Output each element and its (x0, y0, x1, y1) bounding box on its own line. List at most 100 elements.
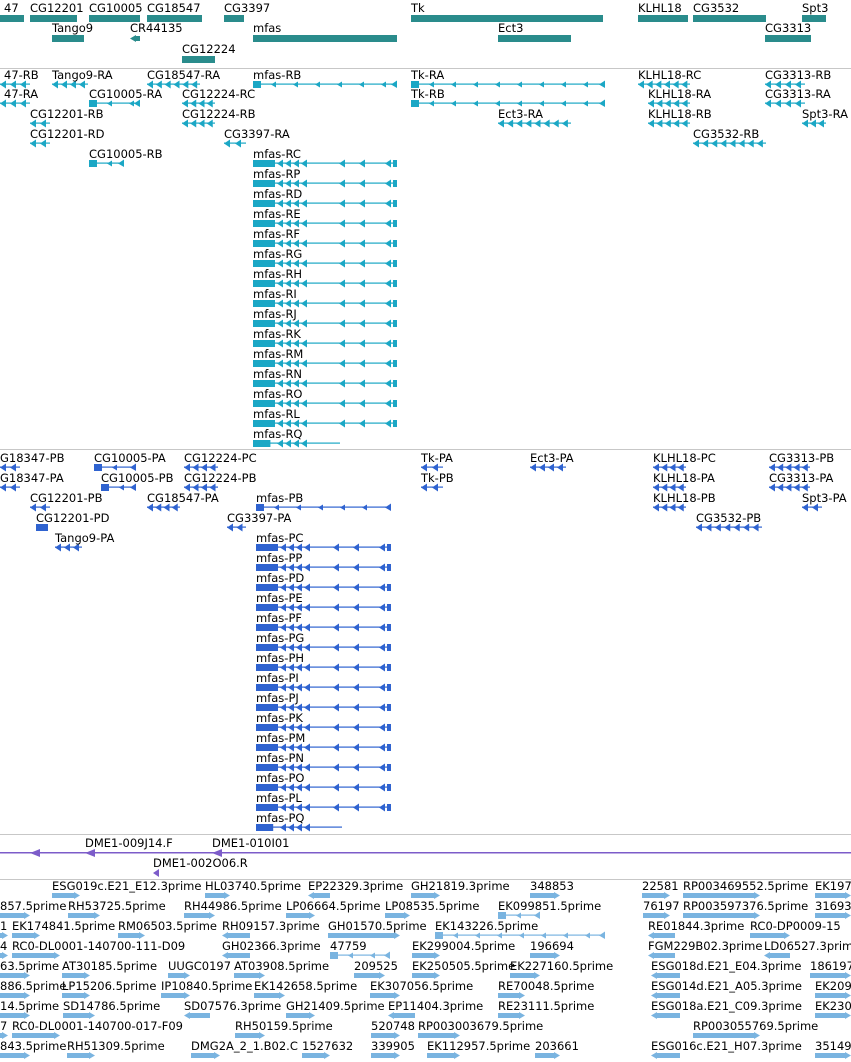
feature-glyph[interactable] (256, 583, 391, 592)
feature-glyph[interactable] (52, 35, 84, 42)
feature-label[interactable]: mfas-RF (253, 227, 301, 241)
feature-glyph[interactable] (253, 199, 397, 208)
feature-label[interactable]: CG12201 (30, 1, 84, 15)
feature-label[interactable]: RP003597376.5prime (683, 899, 809, 913)
feature-glyph[interactable] (412, 972, 440, 979)
feature-glyph[interactable] (253, 439, 340, 448)
feature-label[interactable]: 14.5prime (0, 999, 60, 1013)
feature-label[interactable]: G18347-PA (0, 471, 64, 485)
feature-label[interactable]: DME1-002O06.R (153, 856, 248, 870)
feature-label[interactable]: RE70048.5prime (498, 979, 595, 993)
feature-glyph[interactable] (224, 15, 244, 22)
feature-label[interactable]: CG10005-RA (89, 87, 163, 101)
feature-label[interactable]: 47-RA (4, 87, 39, 101)
feature-glyph[interactable] (530, 952, 560, 959)
feature-label[interactable]: 348853 (530, 880, 574, 893)
feature-label[interactable]: ESG016c.E21_H07.3prime (651, 1039, 802, 1053)
feature-label[interactable]: 35149 (815, 1039, 851, 1053)
feature-label[interactable]: CG12201-PB (30, 491, 103, 505)
feature-label[interactable]: EK142658.5prime (254, 979, 358, 993)
feature-label[interactable]: mfas-RO (253, 387, 303, 401)
feature-label[interactable]: mfas-RH (253, 267, 303, 281)
feature-label[interactable]: EK099851.5prime (498, 899, 602, 913)
feature-glyph[interactable] (222, 932, 250, 939)
feature-glyph[interactable] (0, 1032, 8, 1039)
feature-glyph[interactable] (253, 339, 397, 348)
feature-label[interactable]: 196694 (530, 939, 574, 953)
feature-label[interactable]: CG12224-PC (184, 451, 257, 465)
feature-label[interactable]: Tk-RB (411, 87, 445, 101)
feature-label[interactable]: mfas-PD (256, 571, 305, 585)
feature-glyph[interactable] (651, 1052, 680, 1059)
feature-label[interactable]: mfas-RK (253, 327, 301, 341)
feature-glyph[interactable] (810, 972, 851, 979)
feature-label[interactable]: EK307056.5prime (370, 979, 474, 993)
feature-glyph[interactable] (256, 643, 391, 652)
feature-glyph[interactable] (498, 911, 540, 920)
feature-label[interactable]: 47759 (330, 939, 367, 953)
feature-label[interactable]: RH50159.5prime (235, 1019, 333, 1033)
feature-glyph[interactable] (36, 524, 48, 531)
feature-label[interactable]: EK250505.5prime (412, 959, 516, 973)
feature-label[interactable]: Tk-PA (421, 451, 453, 465)
feature-label[interactable]: Tango9-RA (52, 68, 113, 82)
feature-glyph[interactable] (253, 399, 397, 408)
feature-glyph[interactable] (89, 159, 124, 168)
feature-glyph[interactable] (815, 992, 851, 999)
feature-glyph[interactable] (765, 35, 811, 42)
feature-glyph[interactable] (286, 1012, 315, 1019)
feature-glyph[interactable] (253, 159, 397, 168)
feature-glyph[interactable] (256, 763, 391, 772)
feature-label[interactable]: CG12201-RB (30, 107, 104, 121)
feature-glyph[interactable] (147, 15, 202, 22)
feature-label[interactable]: Spt3-RA (802, 107, 848, 121)
feature-label[interactable]: KLHL18-RB (648, 107, 712, 121)
feature-glyph[interactable] (642, 892, 670, 899)
feature-label[interactable]: HL03740.5prime (205, 880, 302, 893)
feature-label[interactable]: KLHL18-RC (638, 68, 702, 82)
feature-label[interactable]: mfas-RC (253, 147, 301, 161)
feature-glyph[interactable] (802, 503, 822, 512)
feature-label[interactable]: DMG2A_2_1.B02.C (191, 1039, 298, 1053)
feature-glyph[interactable] (308, 892, 330, 899)
feature-glyph[interactable] (256, 683, 391, 692)
feature-glyph[interactable] (256, 563, 391, 572)
feature-label[interactable]: mfas-RE (253, 207, 301, 221)
feature-glyph[interactable] (0, 463, 20, 472)
feature-glyph[interactable] (370, 992, 400, 999)
feature-glyph[interactable] (256, 663, 391, 672)
feature-label[interactable]: RC0-DL0001-140700-017-F09 (12, 1019, 183, 1033)
feature-label[interactable]: 857.5prime (0, 899, 67, 913)
feature-glyph[interactable] (418, 1032, 460, 1039)
feature-glyph[interactable] (653, 463, 686, 472)
feature-label[interactable]: CG3313-PB (769, 451, 835, 465)
feature-glyph[interactable] (253, 219, 397, 228)
feature-label[interactable]: mfas-RI (253, 287, 297, 301)
feature-label[interactable]: mfas-RP (253, 167, 301, 181)
feature-glyph[interactable] (182, 99, 215, 108)
feature-glyph[interactable] (354, 972, 385, 979)
feature-glyph[interactable] (62, 992, 90, 999)
feature-label[interactable]: 31693 (815, 899, 851, 913)
feature-glyph[interactable] (535, 1052, 560, 1059)
feature-glyph[interactable] (253, 379, 397, 388)
feature-label[interactable]: CG12224 (182, 42, 236, 56)
feature-glyph[interactable] (52, 892, 80, 899)
feature-glyph[interactable] (815, 1052, 851, 1059)
feature-glyph[interactable] (815, 1012, 851, 1019)
feature-glyph[interactable] (205, 892, 230, 899)
feature-glyph[interactable] (651, 1012, 680, 1019)
feature-glyph[interactable] (191, 1052, 220, 1059)
feature-glyph[interactable] (0, 1012, 30, 1019)
feature-label[interactable]: LD06527.3prime (764, 939, 851, 953)
feature-label[interactable]: CG18547 (147, 1, 201, 15)
feature-label[interactable]: mfas-RN (253, 367, 303, 381)
feature-label[interactable]: KLHL18-PA (653, 471, 715, 485)
feature-glyph[interactable] (222, 952, 250, 959)
feature-glyph[interactable] (802, 119, 826, 128)
feature-label[interactable]: mfas-PI (256, 671, 299, 685)
feature-glyph[interactable] (63, 1012, 95, 1019)
feature-glyph[interactable] (161, 992, 190, 999)
feature-glyph[interactable] (765, 99, 805, 108)
feature-label[interactable]: LP08535.5prime (385, 899, 480, 913)
